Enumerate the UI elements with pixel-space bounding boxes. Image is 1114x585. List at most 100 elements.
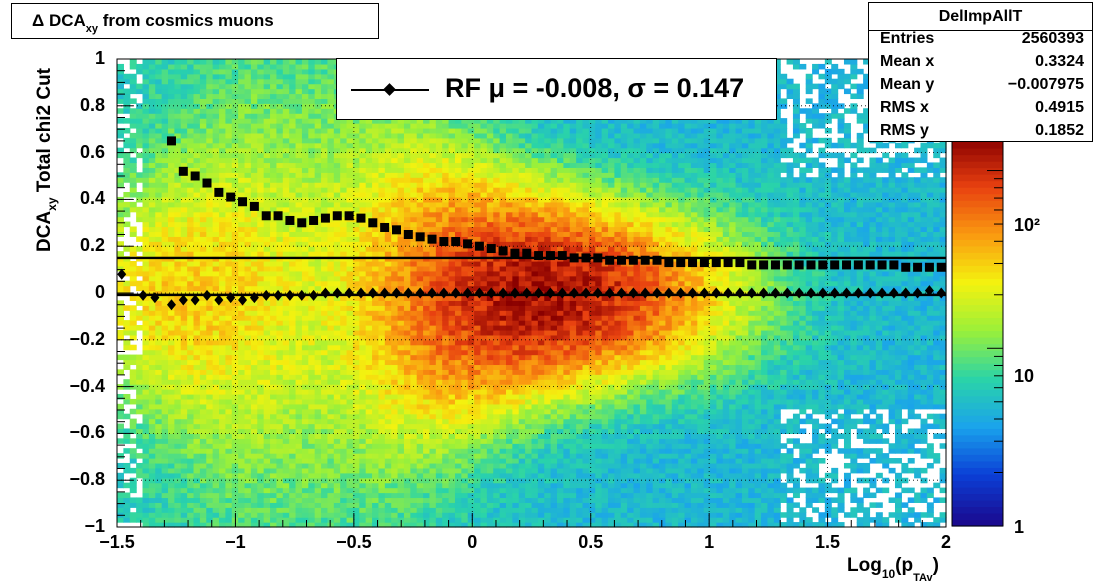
sigma-marker <box>830 260 840 270</box>
sigma-marker <box>688 258 698 268</box>
y-tick-label: 0.6 <box>79 141 105 162</box>
sigma-marker <box>759 260 769 270</box>
mu-marker <box>403 287 413 299</box>
y-tick-label: 0.4 <box>79 188 105 209</box>
sigma-marker <box>889 260 899 270</box>
chart-title: Δ DCAxy from cosmics muons <box>32 11 274 35</box>
sigma-marker <box>391 225 401 235</box>
sigma-marker <box>901 262 911 272</box>
mu-marker <box>711 287 721 299</box>
mu-marker <box>759 287 769 299</box>
mu-marker <box>545 287 555 299</box>
mu-marker <box>297 289 307 301</box>
mu-marker <box>463 287 473 299</box>
y-tick-label: 0 <box>94 282 105 302</box>
y-tick-label: −1 <box>84 516 105 536</box>
mu-marker <box>924 285 934 297</box>
mu-marker <box>842 287 852 299</box>
mu-marker <box>498 287 508 299</box>
mu-marker <box>782 287 792 299</box>
sigma-marker <box>936 262 946 272</box>
z-tick-label: 10 <box>1014 366 1035 386</box>
mu-marker <box>273 289 283 301</box>
sigma-marker <box>214 187 224 197</box>
x-tick-label: −1 <box>225 532 246 552</box>
sigma-marker <box>451 237 461 247</box>
mu-marker <box>510 287 520 299</box>
mu-marker <box>853 287 863 299</box>
sigma-marker <box>190 171 200 181</box>
x-tick-label: −0.5 <box>336 532 372 552</box>
sigma-marker <box>166 136 176 146</box>
mu-marker <box>889 287 899 299</box>
mu-marker <box>368 287 378 299</box>
sigma-marker <box>332 211 342 221</box>
mu-marker <box>794 287 804 299</box>
y-tick-label: −0.8 <box>69 469 105 490</box>
y-tick-label: −0.6 <box>69 422 105 443</box>
sigma-marker <box>818 260 828 270</box>
sigma-marker <box>628 255 638 265</box>
mu-marker <box>569 287 579 299</box>
mu-marker <box>735 287 745 299</box>
y-tick-label: −0.2 <box>69 328 105 349</box>
mu-marker <box>249 292 259 304</box>
sigma-marker <box>285 215 295 225</box>
mu-marker <box>178 294 188 306</box>
sigma-marker <box>510 248 520 258</box>
mu-marker <box>486 287 496 299</box>
stats-box: DelImpAllT Entries 2560393 Mean x 0.3324 M… <box>868 2 1093 142</box>
x-tick-label: 0 <box>467 532 478 552</box>
sigma-marker <box>522 248 532 258</box>
mu-marker <box>344 287 354 299</box>
sigma-marker <box>249 201 259 211</box>
mu-marker <box>439 287 449 299</box>
mu-marker <box>332 287 342 299</box>
stats-name: DelImpAllT <box>869 3 1092 31</box>
mu-marker <box>877 287 887 299</box>
mu-marker <box>415 287 425 299</box>
y-tick-label: −0.4 <box>69 375 105 396</box>
sigma-marker <box>877 260 887 270</box>
stats-row-mean-x: Mean x 0.3324 <box>880 53 1084 70</box>
sigma-marker <box>474 241 484 251</box>
sigma-marker <box>427 234 437 244</box>
sigma-marker <box>924 262 934 272</box>
mu-marker <box>150 292 160 304</box>
sigma-marker <box>320 213 330 223</box>
mu-marker <box>936 287 946 299</box>
mu-marker <box>285 289 295 301</box>
stats-row-mean-y: Mean y −0.007975 <box>880 76 1084 93</box>
sigma-marker <box>557 251 567 261</box>
legend-diamond-marker <box>383 83 396 96</box>
y-tick-label: 0.8 <box>79 94 105 115</box>
stats-row-entries: Entries 2560393 <box>880 30 1084 47</box>
mu-marker <box>166 299 176 311</box>
sigma-marker <box>770 260 780 270</box>
sigma-marker <box>676 258 686 268</box>
y-axis-title: DCAxy Total chi2 Cut <box>34 67 59 253</box>
z-tick-label: 10² <box>1014 215 1041 235</box>
mu-marker <box>676 287 686 299</box>
mu-marker <box>747 287 757 299</box>
x-tick-label: 2 <box>940 532 952 552</box>
mu-marker <box>581 287 591 299</box>
mu-marker <box>865 287 875 299</box>
sigma-marker <box>226 192 236 202</box>
mu-marker <box>117 268 127 280</box>
y-tick-label: 1 <box>94 48 105 68</box>
mu-marker <box>806 287 816 299</box>
mu-marker <box>770 287 780 299</box>
sigma-marker <box>498 246 508 256</box>
sigma-marker <box>380 222 390 232</box>
sigma-marker <box>545 251 555 261</box>
mu-marker <box>474 287 484 299</box>
mu-marker <box>901 287 911 299</box>
mu-marker <box>320 287 330 299</box>
sigma-marker <box>368 218 378 228</box>
mu-marker <box>534 287 544 299</box>
sigma-marker <box>356 213 366 223</box>
mu-marker <box>688 287 698 299</box>
sigma-marker <box>178 166 188 176</box>
mu-marker <box>202 289 212 301</box>
